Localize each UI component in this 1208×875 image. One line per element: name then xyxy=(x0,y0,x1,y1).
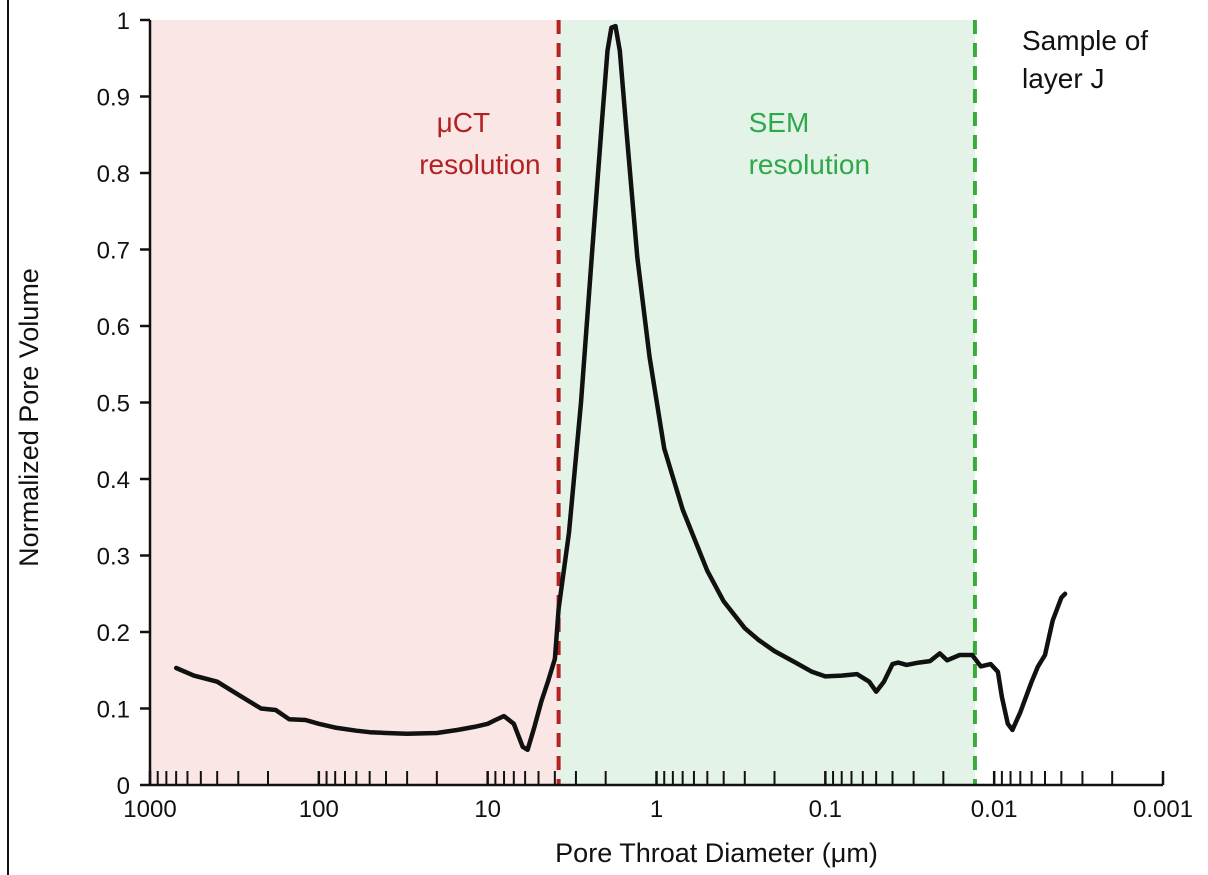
sample-annotation: Sample of layer J xyxy=(1022,25,1148,94)
y-tick-label: 0.3 xyxy=(97,544,130,571)
region-label-0: μCT resolution xyxy=(419,107,540,180)
region-label-1: SEM resolution xyxy=(749,107,870,180)
x-axis-title: Pore Throat Diameter (μm) xyxy=(555,838,878,868)
region-label-line: resolution xyxy=(749,149,870,180)
region-labels: μCT resolution SEM resolution xyxy=(419,107,870,180)
y-tick-label: 1 xyxy=(117,8,130,35)
x-tick-label: 0.1 xyxy=(809,796,842,823)
y-tick-label: 0.9 xyxy=(97,85,130,112)
sample-annotation-line: layer J xyxy=(1022,63,1104,94)
y-tick-label: 0.4 xyxy=(97,467,130,494)
y-axis-title: Normalized Pore Volume xyxy=(14,268,44,567)
x-tick-label: 100 xyxy=(299,796,339,823)
series-lines xyxy=(173,23,1068,753)
y-tick-label: 0.1 xyxy=(97,697,130,724)
series-line-0 xyxy=(173,23,1068,753)
region-label-line: SEM xyxy=(749,107,810,138)
resolution-regions xyxy=(150,20,975,785)
x-tick-label: 1 xyxy=(650,796,663,823)
axis-ticks: 0 0.1 0.2 0.3 0.4 0.5 0.6 0.7 0.8 0.9 1 1000 100 10 1 0… xyxy=(97,8,1193,823)
x-tick-label: 0.001 xyxy=(1133,796,1193,823)
region-label-line: μCT xyxy=(437,107,490,138)
x-tick-label: 1000 xyxy=(123,796,176,823)
y-tick-label: 0.8 xyxy=(97,161,130,188)
region-band-0 xyxy=(150,20,559,785)
x-tick-label: 0.01 xyxy=(971,796,1018,823)
y-tick-label: 0.5 xyxy=(97,391,130,418)
y-tick-label: 0.2 xyxy=(97,620,130,647)
x-tick-label: 10 xyxy=(474,796,501,823)
resolution-boundary-lines xyxy=(556,20,977,785)
y-tick-label: 0.6 xyxy=(97,314,130,341)
region-label-line: resolution xyxy=(419,149,540,180)
y-tick-label: 0.7 xyxy=(97,238,130,265)
y-tick-label: 0 xyxy=(117,773,130,800)
sample-annotation-line: Sample of xyxy=(1022,25,1148,56)
